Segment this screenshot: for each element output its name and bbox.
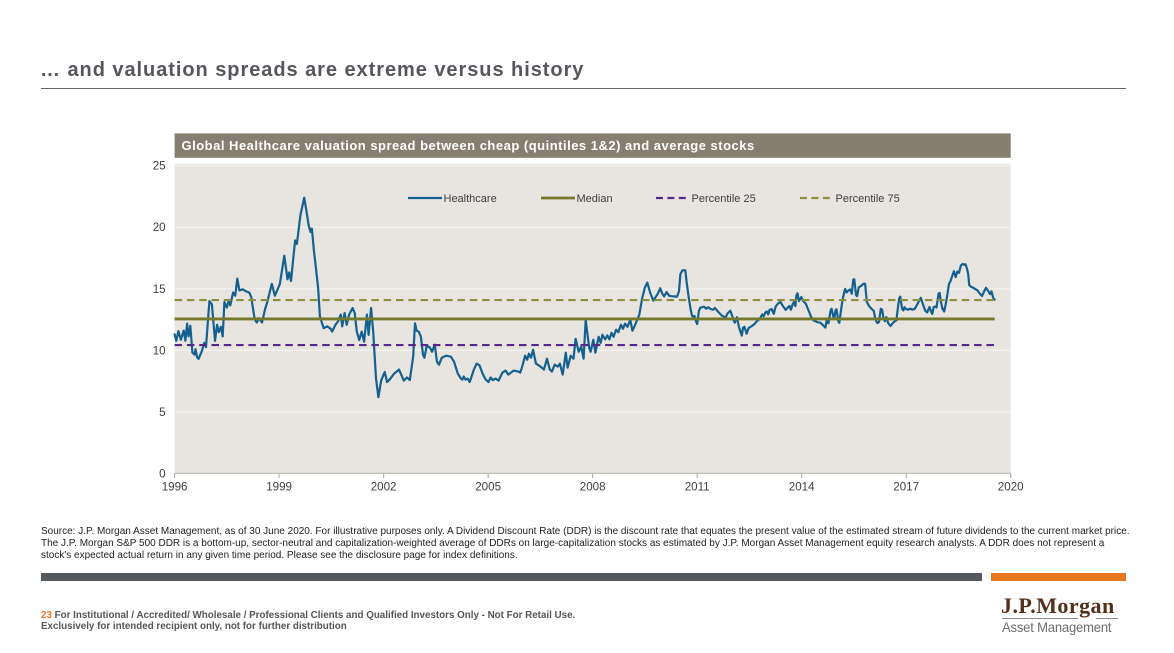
legend-label-percentile-75: Percentile 75 (836, 193, 900, 205)
title-rule (41, 88, 1126, 90)
y-tick-label-0: 0 (159, 467, 165, 480)
x-tick-label-2011: 2011 (685, 480, 710, 493)
chart-title-bar (174, 133, 1011, 158)
y-tick-label-25: 25 (153, 160, 166, 173)
legend-label-healthcare: Healthcare (444, 193, 497, 205)
x-tick-label-2020: 2020 (998, 480, 1024, 493)
chart-title: Global Healthcare valuation spread betwe… (182, 138, 755, 153)
legend-label-median: Median (577, 193, 613, 205)
healthcare-series-line (173, 196, 996, 399)
x-tick-label-2008: 2008 (580, 480, 606, 493)
chart-legend: Healthcare Median Percentile 25 Percentile … (408, 193, 900, 205)
disclaimer-line-2: Exclusively for intended recipient only,… (41, 620, 347, 632)
x-tick-label-2002: 2002 (371, 480, 397, 493)
x-tick-label-1999: 1999 (266, 480, 292, 493)
jpmorgan-wordmark: J.P.Morgan (1001, 593, 1115, 618)
footer-line-1: 23 For Institutional / Accredited/ Whole… (41, 610, 741, 621)
x-axis: 1996 1999 2002 2005 2008 2011 2014 2017 2020 (162, 472, 1024, 493)
logo-underline-right (1096, 617, 1118, 619)
logo-underline-left (1001, 617, 1078, 619)
y-tick-label-15: 15 (153, 283, 166, 296)
y-tick-label-20: 20 (153, 221, 166, 234)
divider-bar-gray (41, 572, 982, 581)
source-note-line-2: The J.P. Morgan S&P 500 DDR is a bottom-… (41, 538, 1105, 550)
y-tick-label-5: 5 (159, 406, 165, 419)
x-tick-label-2017: 2017 (893, 480, 919, 493)
source-note: Source: J.P. Morgan Asset Management, as… (41, 526, 1131, 562)
x-tick-label-2005: 2005 (475, 480, 501, 493)
y-tick-label-10: 10 (153, 344, 166, 357)
legend-label-percentile-25: Percentile 25 (692, 193, 756, 205)
source-note-line-3: stock's expected actual return in any gi… (41, 550, 518, 562)
page-title: … and valuation spreads are extreme vers… (40, 59, 585, 81)
divider-bar-orange (991, 572, 1126, 581)
logo-subtitle: Asset Management (1002, 619, 1112, 635)
page-number: 23 (41, 609, 52, 621)
x-tick-label-2014: 2014 (789, 480, 815, 493)
footer-disclaimer: 23 For Institutional / Accredited/ Whole… (41, 610, 741, 633)
reference-lines (174, 299, 995, 347)
source-note-line-1: Source: J.P. Morgan Asset Management, as… (41, 526, 1130, 537)
disclaimer-line-1: For Institutional / Accredited/ Wholesal… (54, 609, 576, 621)
gridlines (174, 165, 1011, 413)
y-axis: 0 5 10 15 20 25 (153, 160, 166, 481)
x-tick-label-1996: 1996 (162, 480, 188, 493)
